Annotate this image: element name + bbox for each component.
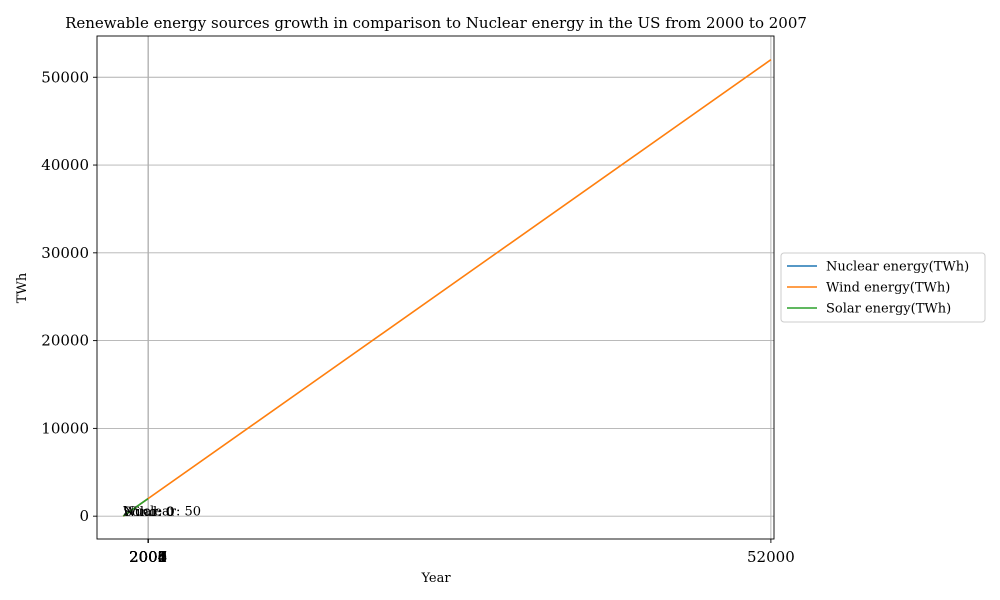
- y-tick-label: 50000: [41, 68, 89, 86]
- x-tick-label: 2007: [129, 548, 167, 566]
- y-tick-label: 40000: [41, 156, 89, 174]
- x-tick-label: 2006: [129, 548, 167, 566]
- y-tick-label: 20000: [41, 332, 89, 350]
- grid: [97, 36, 774, 539]
- x-tick-label: 2004: [129, 548, 167, 566]
- legend-box: [780, 252, 986, 323]
- x-tick-label: 2002: [129, 548, 167, 566]
- x-tick-label: 2003: [129, 548, 167, 566]
- y-tick-label: 0: [79, 507, 89, 525]
- plot-frame: [96, 35, 775, 540]
- legend-entry: Wind energy(TWh): [826, 281, 950, 296]
- x-tick-label: 2001: [129, 548, 167, 566]
- data-annotation: Wind: 0: [123, 505, 174, 520]
- data-annotation: Solar: 0: [123, 505, 175, 520]
- series-line: [122, 59, 772, 517]
- y-axis-ticks: 0 10000 20000 30000 40000 50000: [41, 68, 97, 525]
- y-axis-label: TWh: [15, 272, 30, 303]
- data-annotation: Nuclear: 50: [123, 505, 201, 520]
- legend-entry: Nuclear energy(TWh): [826, 260, 969, 275]
- legend-entry: Solar energy(TWh): [826, 302, 951, 317]
- y-tick-label: 30000: [41, 244, 89, 262]
- x-tick-label: 2000: [129, 548, 167, 566]
- x-tick-label: 2005: [129, 548, 167, 566]
- x-tick-label: 2008: [129, 548, 167, 566]
- series-lines: [122, 59, 772, 517]
- series-line: [122, 497, 149, 517]
- chart-title: Renewable energy sources growth in compa…: [65, 14, 807, 32]
- x-tick-label: 52000: [747, 548, 795, 566]
- y-tick-label: 10000: [41, 419, 89, 437]
- x-axis-label: Year: [420, 571, 451, 586]
- legend: Nuclear energy(TWh) Wind energy(TWh) Solar…: [780, 252, 986, 323]
